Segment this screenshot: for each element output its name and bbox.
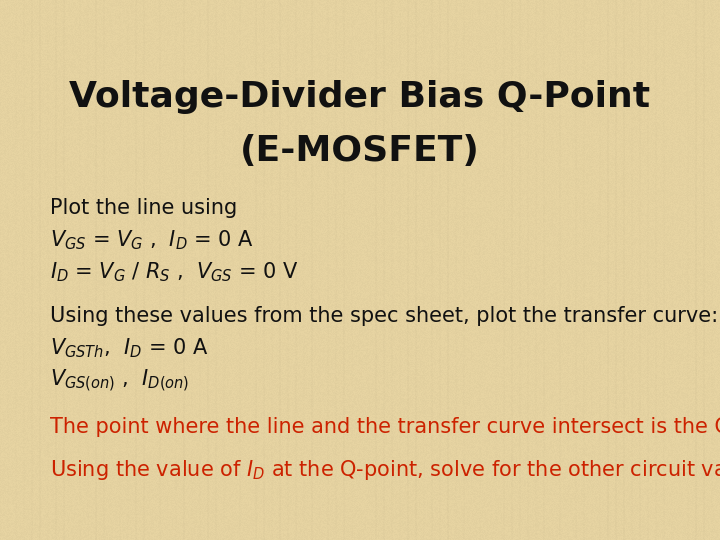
Text: Plot the line using: Plot the line using [50, 198, 238, 218]
Text: $\mathit{V}_{GSTh}$,  $\mathit{I}_D$ = 0 A: $\mathit{V}_{GSTh}$, $\mathit{I}_D$ = 0 … [50, 336, 209, 360]
Text: The point where the line and the transfer curve intersect is the Q-point.: The point where the line and the transfe… [50, 416, 720, 437]
Text: $\mathit{V}_{GS(on)}$ ,  $\mathit{I}_{D(on)}$: $\mathit{V}_{GS(on)}$ , $\mathit{I}_{D(o… [50, 367, 190, 394]
Text: Using the value of $\mathit{I}_D$ at the Q-point, solve for the other circuit va: Using the value of $\mathit{I}_D$ at the… [50, 458, 720, 482]
Text: $\mathit{I}_D$ = $\mathit{V}_G$ / $\mathit{R}_S$ ,  $\mathit{V}_{GS}$ = 0 V: $\mathit{I}_D$ = $\mathit{V}_G$ / $\math… [50, 261, 299, 285]
Text: $\mathit{V}_{GS}$ = $\mathit{V}_G$ ,  $\mathit{I}_D$ = 0 A: $\mathit{V}_{GS}$ = $\mathit{V}_G$ , $\m… [50, 228, 254, 252]
Text: (E-MOSFET): (E-MOSFET) [240, 134, 480, 168]
Text: Voltage-Divider Bias Q-Point: Voltage-Divider Bias Q-Point [69, 80, 651, 114]
Text: Using these values from the spec sheet, plot the transfer curve:: Using these values from the spec sheet, … [50, 306, 719, 326]
